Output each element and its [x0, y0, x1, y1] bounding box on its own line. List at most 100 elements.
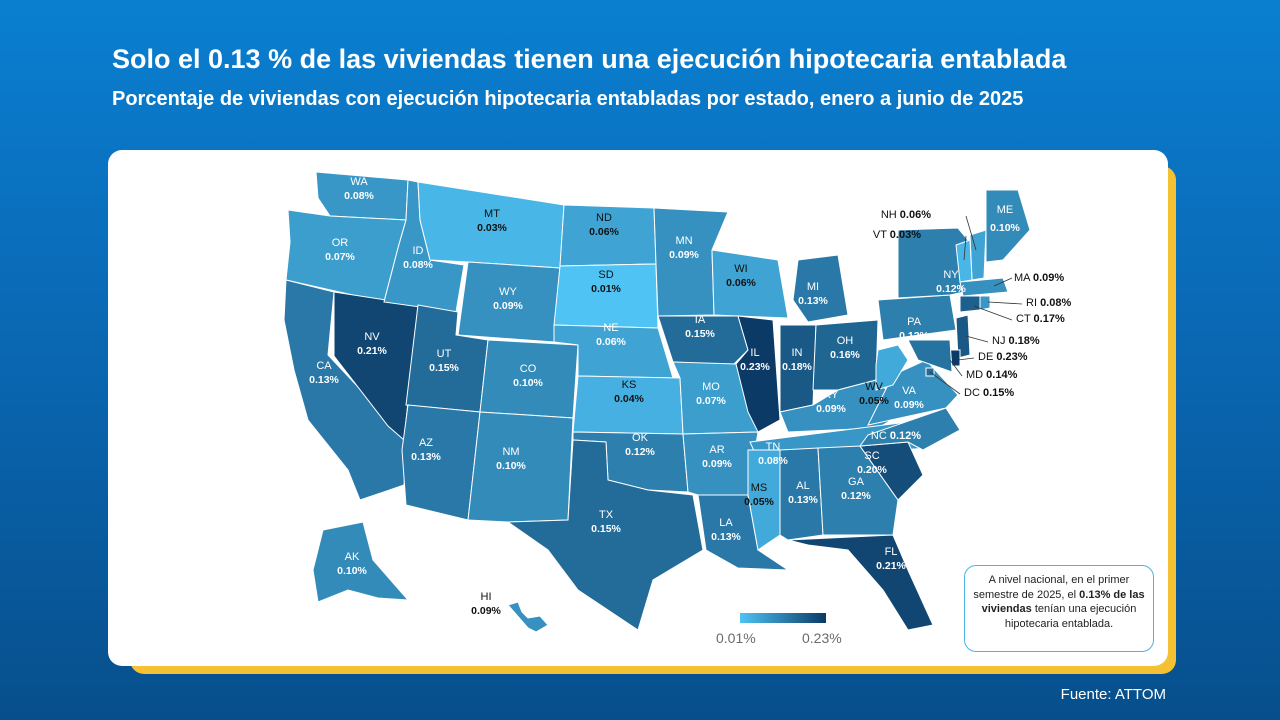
state-code-label-in: IN — [792, 347, 803, 359]
leader-line-nj — [965, 335, 989, 343]
state-ma — [959, 277, 1009, 297]
state-tx — [506, 439, 704, 631]
state-value-label-nd: 0.06% — [589, 226, 619, 238]
state-al — [779, 447, 824, 541]
state-code-label-hi: HI — [481, 591, 492, 603]
state-code-label-mi: MI — [807, 281, 819, 293]
state-code-label-sc: SC — [864, 450, 879, 462]
leader-line-de — [957, 357, 975, 361]
source-label: Fuente: ATTOM — [1060, 686, 1166, 703]
leader-line-dc — [929, 371, 961, 395]
leader-line-nh — [965, 215, 977, 251]
legend-gradient-bar — [740, 613, 826, 623]
state-code-label-va: VA — [902, 385, 917, 397]
state-me — [985, 189, 1031, 263]
state-ca — [283, 279, 409, 501]
state-code-label-pa: PA — [907, 316, 922, 328]
state-value-label-nm: 0.10% — [496, 460, 526, 472]
state-code-label-mo: MO — [702, 381, 720, 393]
state-side-label-nh: NH 0.06% — [881, 209, 931, 221]
state-value-label-ms: 0.05% — [744, 496, 774, 508]
state-code-label-me: ME — [997, 204, 1014, 216]
state-value-label-mn: 0.09% — [669, 249, 699, 261]
state-code-label-ks: KS — [622, 379, 637, 391]
state-value-label-sd: 0.01% — [591, 283, 621, 295]
state-code-label-ms: MS — [751, 482, 768, 494]
leader-line-ma — [993, 277, 1013, 287]
state-value-label-mi: 0.13% — [798, 295, 828, 307]
state-value-label-pa: 0.12% — [899, 330, 929, 342]
state-ia — [657, 315, 749, 366]
state-value-label-mt: 0.03% — [477, 222, 507, 234]
state-code-label-or: OR — [332, 237, 349, 249]
state-value-label-ks: 0.04% — [614, 393, 644, 405]
state-code-label-ia: IA — [695, 314, 706, 326]
state-value-label-ak: 0.10% — [337, 565, 367, 577]
state-code-label-wy: WY — [499, 286, 517, 298]
state-value-label-ny: 0.12% — [936, 283, 966, 295]
state-value-label-la: 0.13% — [711, 531, 741, 543]
state-ct — [959, 295, 981, 313]
state-code-label-wi: WI — [734, 263, 747, 275]
state-code-label-ca: CA — [316, 360, 332, 372]
state-value-label-id: 0.08% — [403, 259, 433, 271]
state-code-label-al: AL — [796, 480, 809, 492]
state-value-label-me: 0.10% — [990, 222, 1020, 234]
state-ri — [979, 295, 991, 311]
state-value-label-ca: 0.13% — [309, 374, 339, 386]
state-side-label-de: DE 0.23% — [978, 351, 1028, 363]
state-code-label-mt: MT — [484, 208, 500, 220]
state-value-label-tx: 0.15% — [591, 523, 621, 535]
note-text-bold: 0.13% de las viviendas — [981, 588, 1145, 616]
state-value-label-wi: 0.06% — [726, 277, 756, 289]
page-title: Solo el 0.13 % de las viviendas tienen u… — [112, 44, 1067, 74]
state-inline-label-nc: NC 0.12% — [871, 430, 921, 442]
state-value-label-in: 0.18% — [782, 361, 812, 373]
state-value-label-ne: 0.06% — [596, 336, 626, 348]
state-il — [735, 315, 781, 433]
state-code-label-la: LA — [719, 517, 733, 529]
state-fl — [787, 534, 934, 631]
state-value-label-va: 0.09% — [894, 399, 924, 411]
leader-line-vt — [963, 235, 967, 261]
state-side-label-ct: CT 0.17% — [1016, 313, 1065, 325]
state-hi — [507, 601, 549, 633]
page-subtitle: Porcentaje de viviendas con ejecución hi… — [112, 88, 1024, 110]
state-code-label-id: ID — [413, 245, 424, 257]
state-code-label-az: AZ — [419, 437, 433, 449]
state-value-label-az: 0.13% — [411, 451, 441, 463]
state-az — [401, 404, 481, 521]
leader-line-ri — [987, 301, 1023, 305]
state-wv — [875, 344, 909, 391]
state-value-label-ar: 0.09% — [702, 458, 732, 470]
state-value-label-al: 0.13% — [788, 494, 818, 506]
state-value-label-ok: 0.12% — [625, 446, 655, 458]
state-code-label-mn: MN — [675, 235, 692, 247]
state-value-label-co: 0.10% — [513, 377, 543, 389]
state-side-label-dc: DC 0.15% — [964, 387, 1014, 399]
state-value-label-ga: 0.12% — [841, 490, 871, 502]
state-code-label-ok: OK — [632, 432, 649, 444]
state-code-label-nd: ND — [596, 212, 612, 224]
leader-line-ct — [973, 305, 1013, 321]
state-code-label-tn: TN — [766, 441, 781, 453]
state-code-label-il: IL — [750, 347, 759, 359]
state-code-label-wa: WA — [350, 176, 368, 188]
state-code-label-ky: KY — [824, 389, 839, 401]
state-value-label-sc: 0.20% — [857, 464, 887, 476]
state-code-label-oh: OH — [837, 335, 854, 347]
state-value-label-nv: 0.21% — [357, 345, 387, 357]
state-code-label-tx: TX — [599, 509, 614, 521]
state-side-label-ri: RI 0.08% — [1026, 297, 1071, 309]
state-ak — [312, 521, 410, 603]
state-side-label-ma: MA 0.09% — [1014, 272, 1064, 284]
state-value-label-tn: 0.08% — [758, 455, 788, 467]
state-value-label-wa: 0.08% — [344, 190, 374, 202]
map-card: WA 0.08% OR 0.07% CA 0.13% NV 0.21% ID 0.08% MT 0.0… — [108, 150, 1168, 666]
state-nj — [955, 314, 971, 359]
state-code-label-co: CO — [520, 363, 537, 375]
state-md — [907, 339, 953, 373]
state-value-label-wv: 0.05% — [859, 395, 889, 407]
state-side-label-nj: NJ 0.18% — [992, 335, 1040, 347]
state-ms — [747, 449, 781, 551]
